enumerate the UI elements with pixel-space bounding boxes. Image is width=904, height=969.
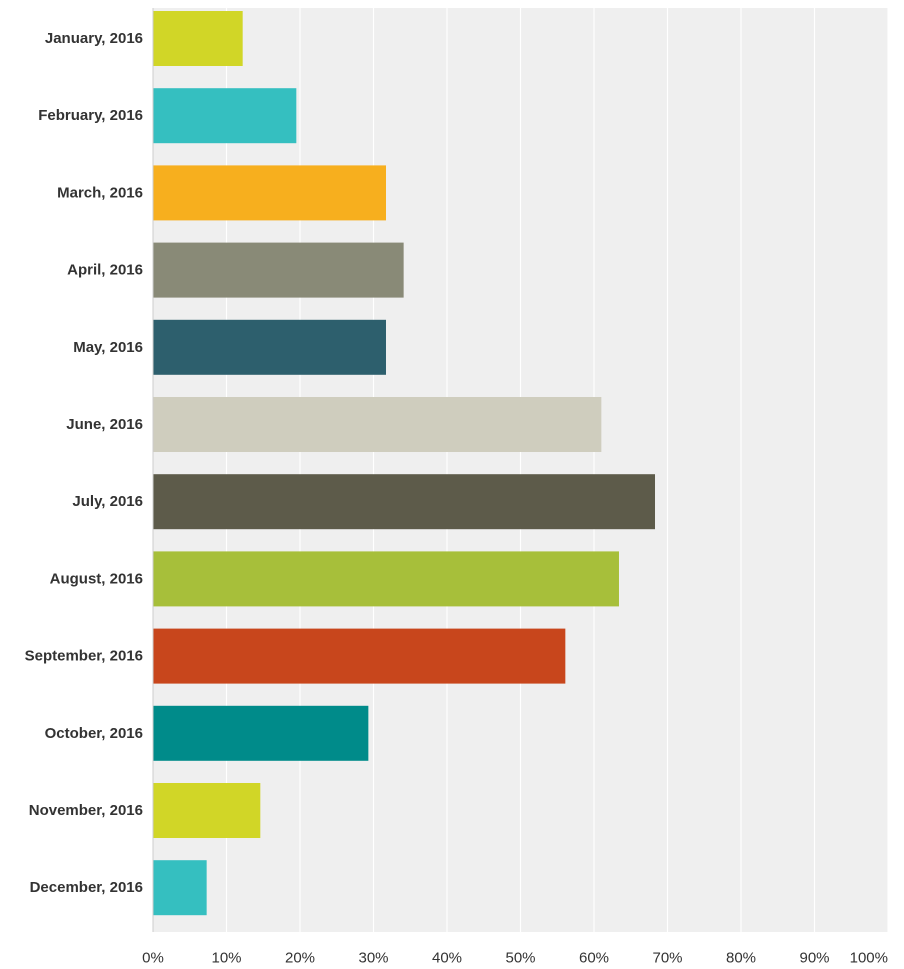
x-tick-label: 70% xyxy=(652,950,682,967)
gridlines xyxy=(225,8,889,932)
x-tick-label: 80% xyxy=(726,950,756,967)
x-tick-labels: 0% 10% 20% 30% 40% 50% 60% 70% 80% 90% 100% xyxy=(142,950,888,967)
bar xyxy=(153,397,602,452)
bar xyxy=(153,319,386,375)
category-label: December, 2016 xyxy=(30,879,143,896)
bar xyxy=(153,474,656,530)
category-label: April, 2016 xyxy=(67,262,143,279)
x-tick-label: 100% xyxy=(850,950,888,967)
category-label: June, 2016 xyxy=(66,416,143,433)
bar xyxy=(153,860,207,916)
category-label: September, 2016 xyxy=(25,648,143,665)
x-tick-label: 90% xyxy=(799,950,829,967)
category-label: July, 2016 xyxy=(72,493,143,510)
bar xyxy=(153,551,619,607)
bar xyxy=(153,783,261,838)
category-label: November, 2016 xyxy=(29,802,143,819)
bars xyxy=(153,11,656,916)
category-label: March, 2016 xyxy=(57,184,143,201)
category-label: January, 2016 xyxy=(45,30,143,47)
category-label: October, 2016 xyxy=(45,725,143,742)
category-label: February, 2016 xyxy=(38,107,143,124)
category-labels: January, 2016 February, 2016 March, 2016 Ap… xyxy=(25,30,143,896)
category-label: August, 2016 xyxy=(50,570,143,587)
bar xyxy=(153,242,404,298)
x-tick-label: 50% xyxy=(505,950,535,967)
category-label: May, 2016 xyxy=(73,339,143,356)
x-tick-label: 30% xyxy=(358,950,388,967)
bar xyxy=(153,88,297,144)
x-tick-label: 10% xyxy=(211,950,241,967)
bar xyxy=(153,165,386,221)
bar xyxy=(153,628,566,684)
bar xyxy=(153,11,243,66)
x-tick-label: 20% xyxy=(285,950,315,967)
x-tick-label: 40% xyxy=(432,950,462,967)
x-tick-label: 60% xyxy=(579,950,609,967)
x-tick-label: 0% xyxy=(142,950,164,967)
bar xyxy=(153,705,369,761)
